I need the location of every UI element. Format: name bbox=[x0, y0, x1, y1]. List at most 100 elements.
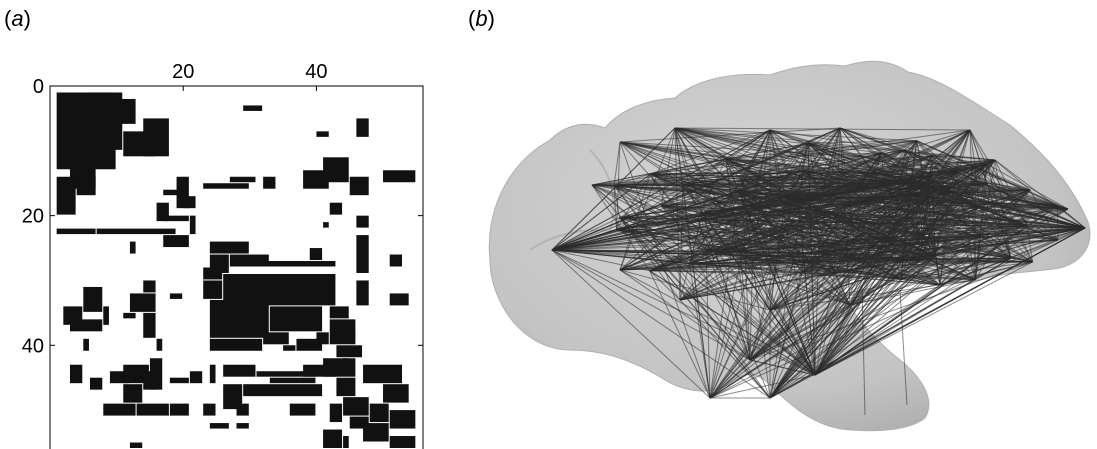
network-edge bbox=[551, 195, 786, 251]
network-edge bbox=[769, 155, 933, 399]
network-edge bbox=[769, 159, 996, 399]
network-edge bbox=[702, 212, 816, 376]
network-edge bbox=[551, 249, 751, 361]
network-edge bbox=[969, 129, 976, 167]
network-edge bbox=[783, 210, 1086, 229]
network-edge bbox=[797, 200, 816, 376]
matrix-cell-block bbox=[209, 423, 229, 429]
matrix-tick-labels: 20 40 0 20 40 bbox=[22, 61, 328, 357]
matrix-cell-block bbox=[183, 196, 196, 209]
matrix-cell-block bbox=[69, 364, 83, 384]
network-edge bbox=[616, 229, 936, 257]
network-edge bbox=[613, 184, 771, 399]
adjacency-matrix-chart: 20 40 0 20 40 bbox=[22, 61, 424, 449]
network-edge bbox=[814, 261, 1033, 376]
matrix-cell-block bbox=[156, 338, 163, 351]
network-edge bbox=[679, 299, 771, 399]
matrix-cell-block bbox=[203, 280, 223, 299]
network-edge bbox=[908, 140, 918, 196]
panel-label-b-letter: b bbox=[475, 6, 488, 31]
matrix-cell-block bbox=[343, 397, 369, 416]
network-edge bbox=[802, 140, 917, 172]
network-edge bbox=[739, 180, 916, 252]
network-edge bbox=[551, 142, 809, 251]
network-edge bbox=[818, 236, 874, 254]
matrix-cell-block bbox=[329, 202, 343, 215]
network-edge bbox=[649, 270, 711, 399]
network-edge bbox=[769, 279, 902, 399]
network-edge bbox=[649, 270, 816, 376]
matrix-cell-block bbox=[303, 364, 336, 377]
network-edge bbox=[769, 279, 976, 399]
y-tick-label: 40 bbox=[22, 335, 44, 357]
matrix-cell-block bbox=[356, 280, 369, 306]
network-edge bbox=[551, 249, 816, 376]
matrix-cell-block bbox=[203, 183, 249, 189]
matrix-cell-block bbox=[329, 319, 356, 345]
matrix-tick-marks bbox=[49, 85, 423, 346]
matrix-cell-block bbox=[349, 416, 369, 429]
matrix-cell-block bbox=[329, 306, 349, 319]
x-tick-label: 40 bbox=[305, 61, 327, 83]
panel-label-a-letter: a bbox=[11, 6, 24, 31]
matrix-cell-block bbox=[203, 267, 223, 280]
network-edge bbox=[679, 227, 1086, 301]
network-edge bbox=[551, 249, 976, 281]
network-edge bbox=[649, 270, 681, 301]
network-edge bbox=[769, 195, 929, 399]
network-edge bbox=[949, 186, 1086, 229]
matrix-cell-block bbox=[256, 261, 336, 267]
network-edge bbox=[697, 219, 771, 399]
network-edge bbox=[613, 184, 816, 376]
matrix-cell-block bbox=[96, 228, 176, 235]
network-edge bbox=[616, 199, 799, 231]
network-edge bbox=[649, 270, 976, 281]
network-edge bbox=[697, 158, 727, 220]
matrix-cell-block bbox=[129, 293, 156, 312]
network-edge bbox=[616, 227, 1086, 231]
panel-label-a: (a) bbox=[4, 6, 31, 31]
network-edge bbox=[725, 140, 917, 160]
network-edge bbox=[769, 186, 951, 399]
network-edge bbox=[614, 180, 916, 186]
matrix-cell-block bbox=[209, 299, 269, 338]
network-edge bbox=[769, 175, 933, 399]
x-tick-label: 20 bbox=[172, 61, 194, 83]
network-edge bbox=[551, 249, 690, 265]
matrix-cell-block bbox=[56, 176, 76, 215]
network-edge bbox=[674, 127, 1086, 229]
matrix-cell-block bbox=[223, 364, 256, 377]
matrix-cell-block bbox=[316, 332, 329, 345]
network-edge bbox=[551, 149, 906, 251]
network-edge bbox=[880, 152, 1069, 210]
network-edge bbox=[798, 199, 1068, 210]
matrix-cell-block bbox=[223, 384, 243, 410]
matrix-cell-block bbox=[83, 286, 103, 312]
network-edge bbox=[551, 210, 784, 251]
network-edge bbox=[876, 172, 1086, 229]
network-edge bbox=[798, 195, 909, 201]
matrix-cell-block bbox=[389, 410, 416, 429]
matrix-cell-block bbox=[256, 371, 316, 377]
network-edge bbox=[619, 269, 816, 376]
network-edge bbox=[551, 224, 1027, 251]
matrix-cell-block bbox=[143, 312, 156, 338]
network-edge bbox=[899, 289, 908, 406]
matrix-cell-block bbox=[69, 319, 103, 332]
network-edge bbox=[551, 170, 803, 251]
matrix-cell-block bbox=[169, 403, 189, 416]
network-edge bbox=[738, 191, 816, 376]
network-edge bbox=[616, 229, 707, 251]
network-edge bbox=[904, 149, 1086, 229]
network-edge bbox=[769, 152, 882, 399]
matrix-cell-block bbox=[323, 358, 356, 377]
matrix-cell-block bbox=[229, 254, 269, 267]
network-edge bbox=[769, 227, 1086, 399]
matrix-cell-block bbox=[389, 293, 409, 306]
matrix-cell-block bbox=[263, 176, 276, 189]
matrix-cell-block bbox=[349, 176, 369, 196]
matrix-cell-block bbox=[349, 332, 356, 338]
network-edge bbox=[916, 140, 957, 172]
matrix-cell-block bbox=[103, 403, 136, 416]
network-edge bbox=[931, 155, 947, 192]
